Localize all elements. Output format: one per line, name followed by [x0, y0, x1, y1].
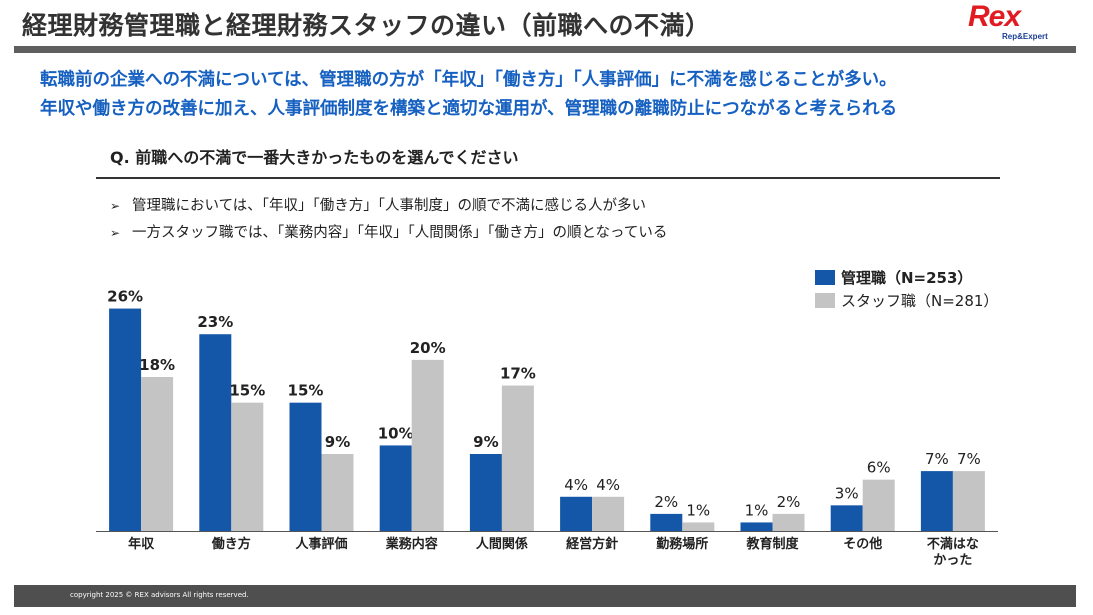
legend-label-manager: 管理職（N=253）: [841, 269, 973, 287]
data-label: 2%: [777, 493, 801, 511]
bar-staff: [862, 479, 895, 531]
bar-staff: [772, 513, 805, 531]
data-label: 2%: [654, 493, 678, 511]
bullet-text: 一方スタッフ職では、「業務内容」「年収」「人間関係」「働き方」の順となっている: [132, 225, 668, 241]
bar-manager: [469, 454, 502, 531]
x-tick-label: 教育制度: [745, 536, 799, 552]
data-label: 7%: [957, 450, 981, 468]
chart-legend: 管理職（N=253） スタッフ職（N=281）: [815, 266, 998, 312]
rex-logo: Rex Rep&Expert: [968, 0, 1060, 42]
data-label: 7%: [925, 450, 949, 468]
summary-line-2: 年収や働き方の改善に加え、人事評価制度を構築と適切な運用が、管理職の離職防止につ…: [40, 99, 898, 119]
page-title: 経理財務管理職と経理財務スタッフの違い（前職への不満）: [22, 11, 711, 40]
legend-item-staff: スタッフ職（N=281）: [815, 289, 998, 312]
data-label: 18%: [139, 356, 175, 374]
bar-staff: [682, 522, 715, 531]
bar-staff: [952, 471, 985, 531]
bar-manager: [379, 445, 412, 531]
data-label: 10%: [378, 424, 414, 442]
title-divider: [14, 46, 1076, 53]
x-tick-label: 働き方: [211, 536, 251, 552]
bar-staff: [321, 454, 354, 531]
data-label: 15%: [229, 382, 265, 400]
data-label: 3%: [835, 484, 859, 502]
x-tick-label: その他: [843, 536, 882, 552]
x-tick-label: 不満はなかった: [927, 536, 979, 568]
arrow-bullet-icon: ➢: [110, 226, 121, 240]
x-tick-label: 年収: [128, 536, 155, 552]
bullet-item: ➢ 一方スタッフ職では、「業務内容」「年収」「人間関係」「働き方」の順となっている: [110, 220, 667, 247]
bar-staff: [501, 385, 534, 531]
data-label: 9%: [473, 433, 498, 451]
logo-subtext: Rep&Expert: [1002, 32, 1048, 41]
x-tick-label: 人事評価: [295, 536, 347, 552]
bar-manager: [830, 505, 863, 531]
bar-manager: [650, 513, 683, 531]
bar-staff: [592, 496, 625, 531]
bullet-item: ➢ 管理職においては、「年収」「働き方」「人事制度」の順で不満に感じる人が多い: [110, 193, 667, 220]
legend-swatch-manager: [815, 270, 835, 285]
data-label: 1%: [686, 501, 710, 519]
summary-block: 転職前の企業への不満については、管理職の方が「年収」「働き方」「人事評価」に不満…: [40, 66, 897, 124]
x-tick-label: 勤務場所: [656, 536, 708, 552]
data-label: 17%: [500, 365, 536, 383]
bar-staff: [141, 377, 174, 531]
bar-chart: 26% 18% 年収 23% 15% 働き方 15% 9% 人事評価 10% 20% 業務内容 9% 17…: [96, 288, 998, 568]
bar-manager: [199, 334, 232, 531]
legend-label-staff: スタッフ職（N=281）: [841, 292, 999, 310]
data-label: 1%: [745, 501, 769, 519]
footer-bar: copyright 2025 © REX advisors All rights…: [14, 585, 1076, 607]
bullet-text: 管理職においては、「年収」「働き方」「人事制度」の順で不満に感じる人が多い: [132, 198, 647, 214]
copyright-text: copyright 2025 © REX advisors All rights…: [70, 591, 249, 599]
data-label: 9%: [325, 433, 350, 451]
data-label: 4%: [596, 476, 620, 494]
bar-manager: [920, 471, 953, 531]
data-label: 23%: [197, 313, 233, 331]
bullet-list: ➢ 管理職においては、「年収」「働き方」「人事制度」の順で不満に感じる人が多い ➢…: [110, 193, 667, 247]
legend-item-manager: 管理職（N=253）: [815, 266, 998, 289]
bar-staff: [231, 402, 264, 531]
bar-manager: [109, 308, 142, 531]
bar-manager: [560, 496, 593, 531]
logo-text: Rex: [968, 0, 1021, 33]
data-label: 6%: [867, 459, 891, 477]
data-label: 15%: [288, 382, 324, 400]
data-label: 4%: [564, 476, 588, 494]
x-tick-label: 人間関係: [476, 536, 528, 552]
summary-line-1: 転職前の企業への不満については、管理職の方が「年収」「働き方」「人事評価」に不満…: [40, 70, 897, 90]
bar-staff: [411, 359, 444, 531]
data-label: 20%: [410, 339, 446, 357]
question-divider: [96, 177, 1000, 179]
legend-swatch-staff: [815, 293, 835, 308]
arrow-bullet-icon: ➢: [110, 199, 121, 213]
x-tick-label: 経営方針: [566, 536, 618, 552]
x-tick-label: 業務内容: [385, 536, 438, 552]
data-label: 26%: [107, 288, 143, 306]
bar-manager: [289, 402, 322, 531]
question-heading: Q. 前職への不満で一番大きかったものを選んでください: [110, 148, 519, 167]
bar-manager: [740, 522, 773, 531]
